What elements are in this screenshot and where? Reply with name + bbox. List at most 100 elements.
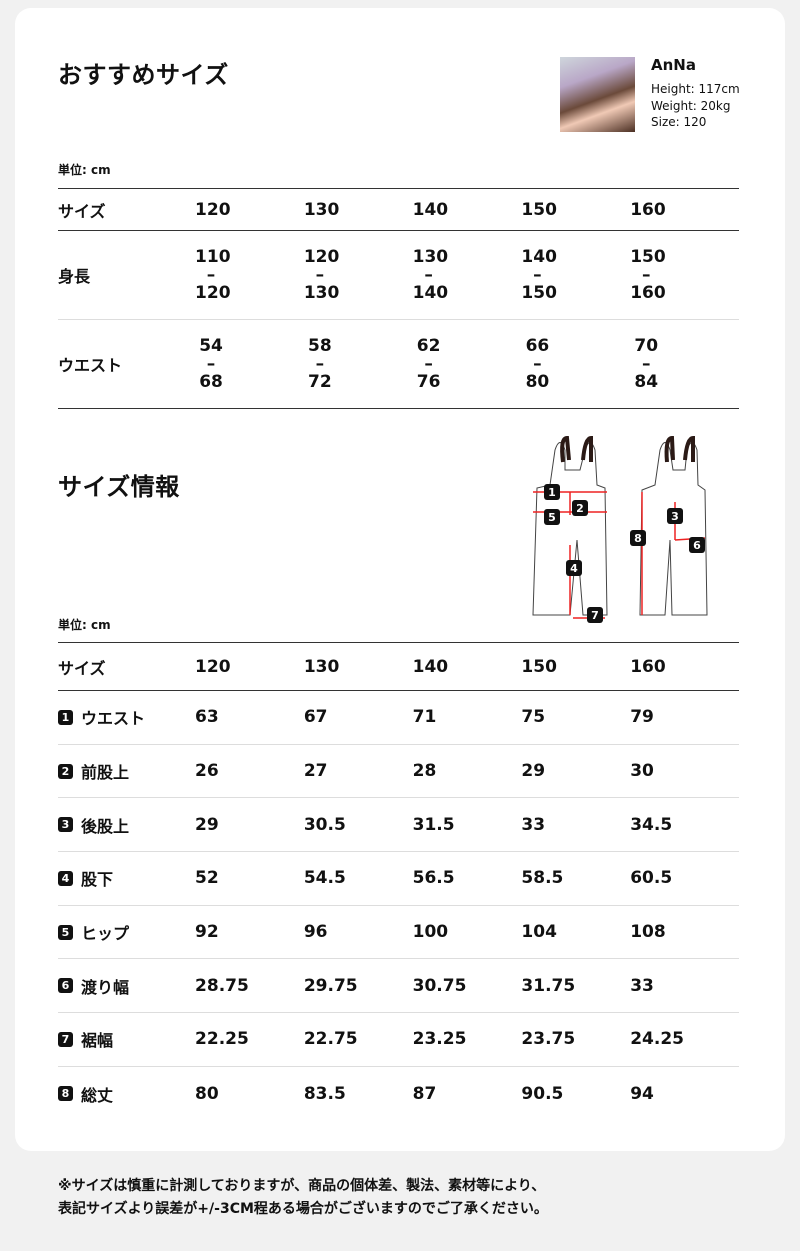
- row-label: 5 ヒップ: [58, 920, 195, 944]
- cell: 58–72: [304, 337, 413, 391]
- cell: 31.75: [521, 975, 576, 996]
- cell: 80: [195, 1083, 219, 1104]
- diagram-marker-label: 2: [576, 502, 584, 515]
- cell-text: 120: [303, 247, 340, 267]
- model-weight: Weight: 20kg: [651, 98, 731, 113]
- cell-text: 140: [412, 283, 449, 303]
- diagram-marker-label: 7: [591, 609, 599, 622]
- cell-text: 76: [416, 372, 441, 392]
- size-col: 160: [630, 656, 666, 677]
- size-col: 150: [521, 656, 557, 677]
- recommend-title: おすすめサイズ: [58, 61, 229, 89]
- diagram-marker-8: [630, 530, 646, 546]
- cell-text: 140: [521, 247, 557, 267]
- row-label-text: 股下: [81, 870, 114, 890]
- disclaimer-note: ※サイズは慎重に計測しておりますが、商品の個体差、製法、素材等により、 表記サイ…: [58, 1175, 548, 1221]
- cell-text: 130: [412, 247, 449, 267]
- diagram-marker-label: 1: [548, 486, 556, 499]
- cell-text: 68: [199, 372, 223, 392]
- row-label: 7 裾幅: [58, 1027, 195, 1051]
- cell: 94: [630, 1083, 654, 1104]
- size-col: 130: [303, 199, 340, 220]
- cell-text: –: [206, 354, 216, 374]
- cell: 22.25: [195, 1029, 249, 1050]
- cell-text: 130: [303, 283, 340, 303]
- diagram-marker-label: 8: [634, 532, 642, 545]
- number-badge-icon: 8: [58, 1086, 73, 1102]
- cell: 96: [303, 922, 328, 943]
- cell: 110–120: [195, 248, 304, 302]
- info-title: サイズ情報: [58, 473, 180, 501]
- cell-text: 70: [634, 336, 659, 356]
- cell-text: 66: [525, 336, 550, 356]
- table-row: 6 渡り幅 28.75 29.75 30.75 31.75 33: [58, 959, 739, 1014]
- cell-text: –: [533, 265, 542, 285]
- note-line: 表記サイズより誤差が+/-3CM程ある場合がございますのでご了承ください。: [58, 1201, 548, 1217]
- cell: 120–130: [304, 248, 413, 302]
- recommend-table: サイズ 120 130 140 150 160 身長 110–120 120–130…: [58, 188, 739, 409]
- size-col: 130: [303, 656, 340, 677]
- row-label-text: 後股上: [81, 816, 130, 836]
- cell: 52: [195, 868, 219, 889]
- cell: 60.5: [630, 868, 673, 889]
- row-label-text: ヒップ: [81, 924, 130, 944]
- cell: 56.5: [412, 868, 455, 889]
- back-view: [639, 442, 708, 616]
- cell: 33: [630, 975, 654, 996]
- cell-text: 150: [630, 247, 666, 267]
- table-row: 7 裾幅 22.25 22.75 23.25 23.75 24.25: [58, 1013, 739, 1067]
- cell: 92: [195, 922, 219, 943]
- cell-text: –: [424, 265, 433, 285]
- cell-text: 160: [630, 283, 666, 303]
- cell: 67: [303, 707, 328, 728]
- bib-pants-diagram: 1 2 3 4 5 6 7 8: [532, 435, 708, 623]
- cell-text: –: [424, 354, 433, 374]
- number-badge-icon: 1: [58, 709, 73, 725]
- cell: 29: [195, 814, 219, 835]
- cell-text: 80: [525, 372, 550, 392]
- diagram-marker-label: 6: [693, 539, 701, 552]
- table-row: 8 総丈 80 83.5 87 90.5 94: [58, 1067, 739, 1121]
- model-size: Size: 120: [651, 115, 707, 129]
- row-label: 3 後股上: [58, 813, 195, 837]
- diagram-marker-label: 5: [548, 511, 556, 524]
- note-line: ※サイズは慎重に計測しておりますが、商品の個体差、製法、素材等により、: [58, 1178, 546, 1194]
- cell-text: –: [315, 265, 325, 285]
- diagram-marker-5: [544, 509, 560, 525]
- cell: 66–80: [521, 337, 630, 391]
- header-label: サイズ: [58, 658, 106, 678]
- row-label-text: 裾幅: [81, 1031, 114, 1051]
- diagram-marker-6: [689, 537, 705, 553]
- cell: 71: [412, 707, 437, 728]
- cell: 54.5: [303, 868, 346, 889]
- row-label: 4 股下: [58, 866, 195, 890]
- cell: 79: [630, 707, 654, 728]
- diagram-marker-label: 3: [671, 510, 679, 523]
- cell: 90.5: [521, 1083, 564, 1104]
- cell: 30: [630, 761, 654, 782]
- info-table: サイズ 120 130 140 150 160 1 ウエスト 63 67 71 75 79 2…: [58, 642, 739, 1121]
- table-row: 1 ウエスト 63 67 71 75 79: [58, 691, 739, 745]
- table-row: 4 股下 52 54.5 56.5 58.5 60.5: [58, 852, 739, 906]
- cell: 140–150: [521, 248, 630, 302]
- cell: 26: [195, 761, 219, 782]
- table-row: 身長 110–120 120–130 130–140 140–150 150–160: [58, 231, 739, 320]
- size-col: 140: [412, 199, 449, 220]
- row-label: 1 ウエスト: [58, 705, 195, 729]
- unit-label-2: 単位: cm: [58, 618, 111, 632]
- cell: 33: [521, 814, 546, 835]
- cell-text: –: [533, 354, 542, 374]
- size-col: 120: [195, 199, 231, 220]
- table-header: サイズ 120 130 140 150 160: [58, 188, 739, 231]
- cell: 62–76: [413, 337, 522, 391]
- cell: 63: [195, 707, 219, 728]
- row-label: ウエスト: [58, 356, 123, 375]
- cell-text: 54: [199, 336, 223, 356]
- cell: 87: [412, 1083, 437, 1104]
- size-col: 140: [412, 656, 449, 677]
- row-label: 8 総丈: [58, 1082, 195, 1106]
- cell-text: 120: [195, 283, 231, 303]
- cell-text: –: [641, 354, 651, 374]
- number-badge-icon: 4: [58, 870, 73, 886]
- cell-text: 150: [521, 283, 557, 303]
